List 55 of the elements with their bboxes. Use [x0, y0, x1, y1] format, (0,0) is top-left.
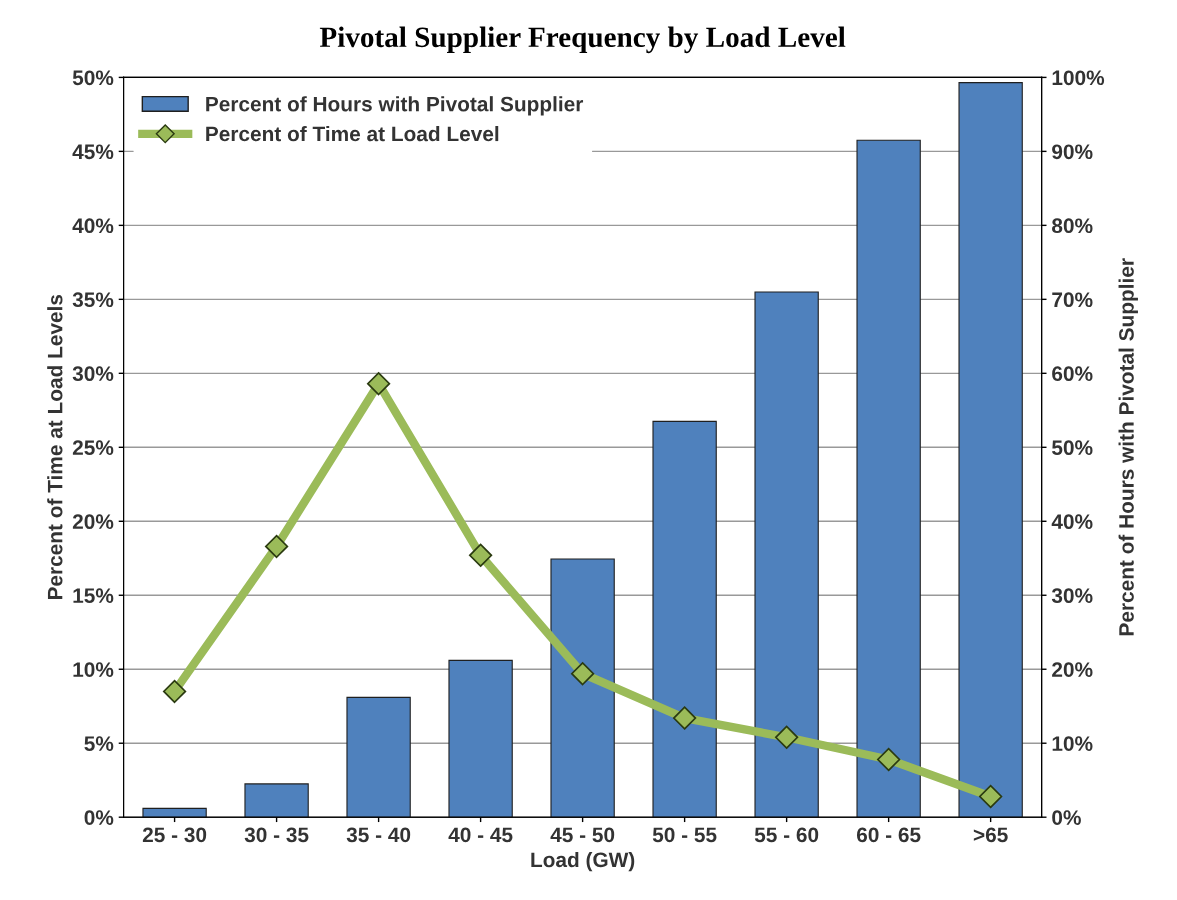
- bar: [142, 807, 207, 818]
- y2-tick-label: 100%: [1052, 70, 1105, 86]
- x-tick-label: 45 - 50: [550, 827, 615, 843]
- y-tick-label: 20%: [72, 514, 114, 530]
- y2-tick-label: 50%: [1052, 440, 1093, 456]
- bar: [550, 558, 615, 818]
- y2-tick-label: 10%: [1052, 736, 1093, 751]
- y-tick-label: 5%: [84, 736, 114, 751]
- y-tick-label: 0%: [84, 810, 114, 825]
- point: [366, 372, 391, 396]
- y2-tick-label: 60%: [1052, 366, 1093, 382]
- x-tick-label: 60 - 65: [856, 827, 921, 843]
- bar: [652, 420, 717, 818]
- y2-tick-label: 80%: [1052, 218, 1093, 234]
- y-axis-title: Percent of Time at Load Levels: [47, 294, 63, 600]
- legend-label: Percent of Hours with Pivotal Supplier: [206, 96, 584, 116]
- y2-tick-label: 30%: [1051, 588, 1093, 604]
- bar: [856, 139, 921, 818]
- y-tick-label: 40%: [72, 218, 114, 234]
- chart-title: Pivotal Supplier Frequency by Load Level: [319, 26, 846, 54]
- y-tick-label: 10%: [73, 662, 114, 677]
- bar: [448, 659, 513, 818]
- point: [468, 543, 493, 567]
- x-tick-label: 30 - 35: [244, 827, 309, 843]
- y2-tick-label: 70%: [1052, 292, 1093, 308]
- x-tick-label: 40 - 45: [448, 827, 513, 843]
- y2-tick-label: 40%: [1051, 514, 1093, 530]
- point: [162, 679, 187, 704]
- y2-axis-title: Percent of Hours with Pivotal Supplier: [1118, 258, 1138, 636]
- point: [876, 747, 901, 772]
- x-tick-label: 55 - 60: [754, 827, 819, 843]
- bar: [346, 696, 411, 818]
- x-axis-title: Load (GW): [531, 851, 635, 872]
- point: [672, 706, 697, 730]
- y2-tick-label: 90%: [1052, 144, 1093, 160]
- y-tick-label: 15%: [73, 588, 114, 604]
- y2-tick-label: 0%: [1052, 810, 1081, 825]
- y-tick-label: 30%: [72, 366, 114, 382]
- x-tick-label: 35 - 40: [346, 827, 411, 843]
- point: [570, 662, 595, 686]
- y-tick-label: 45%: [72, 144, 114, 160]
- x-tick-label: >65: [973, 827, 1008, 843]
- y-tick-label: 35%: [72, 292, 114, 308]
- x-tick-label: 50 - 55: [652, 827, 717, 843]
- point: [774, 725, 799, 749]
- y-tick-label: 50%: [72, 70, 114, 86]
- legend-label: Percent of Time at Load Level: [206, 125, 499, 142]
- bar: [958, 82, 1023, 818]
- y-tick-label: 25%: [72, 440, 114, 456]
- point: [264, 534, 289, 559]
- point: [979, 784, 1003, 809]
- y2-tick-label: 20%: [1052, 662, 1093, 677]
- x-tick-label: 25 - 30: [142, 827, 207, 843]
- bar: [244, 783, 309, 818]
- bar: [754, 291, 819, 818]
